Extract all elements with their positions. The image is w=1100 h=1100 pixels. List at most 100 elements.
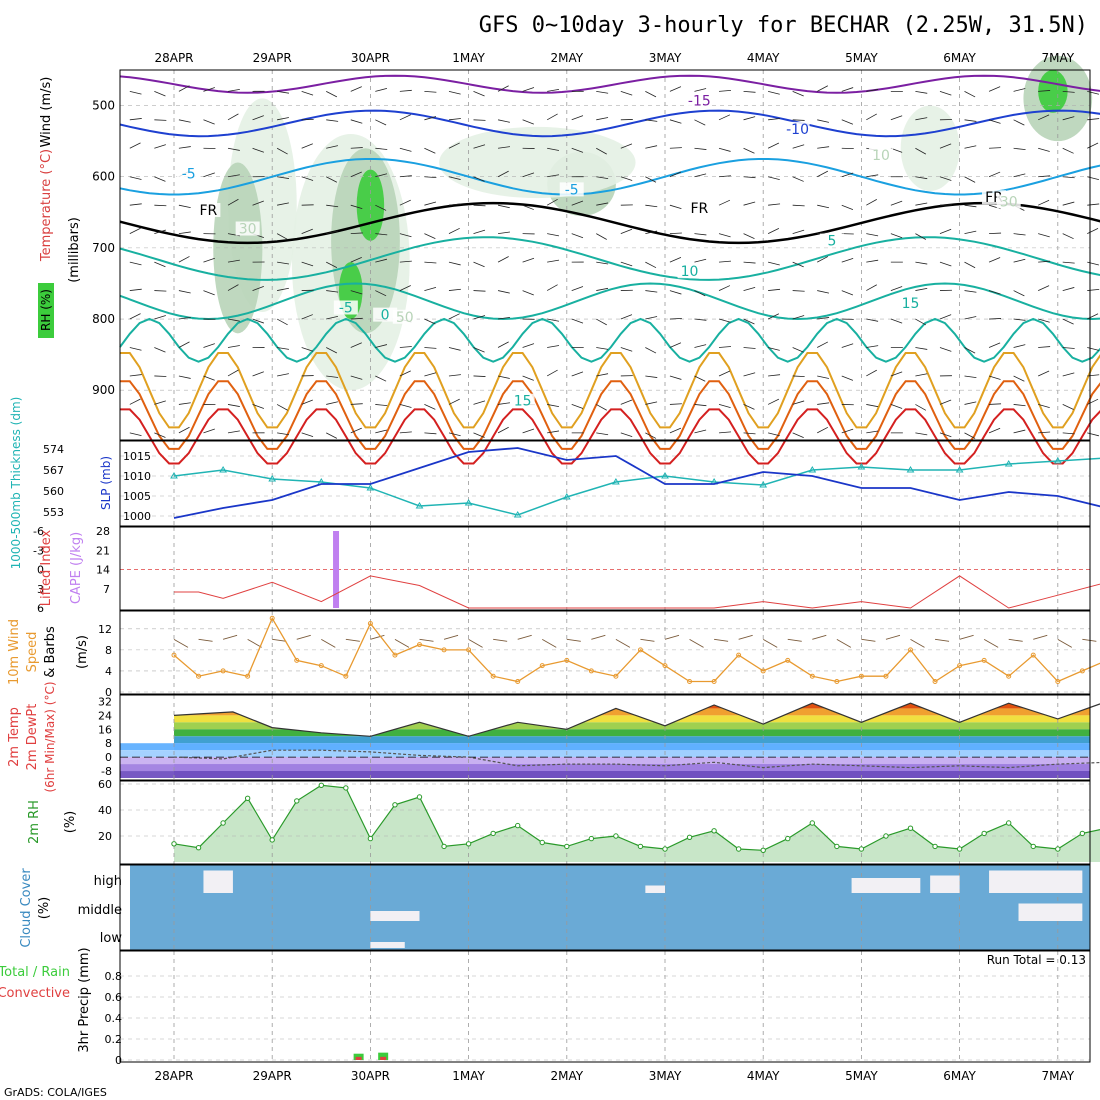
slp-tick-label: 1015 — [123, 450, 151, 463]
upper-wind-barb — [694, 173, 707, 178]
upper-wind-barb — [1037, 370, 1050, 377]
upper-wind-barb — [792, 432, 804, 438]
upper-wind-barb — [694, 318, 707, 321]
upper-wind-barb — [768, 347, 780, 351]
upper-wind-barb — [841, 343, 854, 348]
cloud-level-label: high — [94, 874, 122, 889]
upper-wind-barb — [890, 286, 903, 291]
cloud-cover-cell — [930, 875, 960, 893]
upper-wind-barb — [178, 204, 191, 209]
slp-ylabel: SLP (mb) — [99, 456, 113, 510]
lifted-index-ylabel: Lifted Index — [39, 529, 54, 606]
upper-wind-barb — [718, 89, 732, 92]
upper-wind-barb — [645, 375, 658, 378]
upper-wind-barb — [1013, 147, 1026, 150]
surface-wind-barb — [394, 638, 410, 648]
upper-wind-barb — [841, 257, 854, 263]
upper-wind-barb — [596, 373, 609, 377]
upper-wind-barb — [350, 403, 363, 405]
upper-wind-barb — [424, 404, 436, 410]
upper-wind-barb — [129, 142, 141, 149]
contour-label-bg — [373, 307, 398, 322]
upper-wind-barb — [424, 432, 437, 435]
upper-wind-barb — [276, 404, 288, 411]
upper-wind-barb — [1038, 90, 1051, 92]
surface-wind-barb — [443, 634, 459, 640]
upper-wind-barb — [1087, 142, 1099, 149]
upper-wind-barb — [277, 287, 289, 291]
slp-line — [173, 447, 1100, 519]
upper-wind-barb — [375, 258, 388, 263]
upper-wind-barb — [841, 119, 854, 125]
upper-wind-barb — [620, 176, 633, 181]
rh-marker — [564, 843, 570, 850]
upper-wind-barb — [1062, 90, 1075, 93]
upper-wind-barb — [129, 313, 141, 320]
wind-speed-marker — [490, 673, 496, 679]
upper-wind-barb — [915, 432, 928, 436]
surface-wind-barb — [296, 634, 311, 640]
cold-color-band — [120, 750, 1090, 758]
upper-wind-barb — [547, 88, 560, 92]
rh-marker — [662, 846, 668, 852]
dewpoint-line — [173, 749, 1100, 769]
wind-speed-marker — [269, 615, 275, 621]
wind-speed-marker — [294, 657, 300, 663]
upper-wind-barb — [497, 375, 510, 379]
upper-wind-barb — [178, 290, 191, 294]
upper-wind-barb — [326, 290, 339, 293]
rh-marker — [883, 833, 889, 839]
upper-wind-barb — [154, 229, 166, 235]
upper-wind-barb — [1013, 344, 1026, 348]
upper-wind-barb — [277, 432, 290, 436]
upper-wind-barb — [154, 144, 166, 149]
x-tick-label-bottom: 4MAY — [747, 1069, 780, 1083]
upper-wind-barb — [718, 260, 732, 263]
rh-ylabel-line1: 2m RH — [27, 800, 42, 844]
precip-convective-bar — [380, 1056, 387, 1060]
upper-wind-barb — [277, 261, 290, 265]
wind-ylabel-line3: & Barbs — [43, 626, 58, 678]
wind-tick-label: 8 — [105, 644, 112, 657]
upper-wind-barb — [473, 375, 486, 377]
upper-wind-barb — [964, 375, 977, 378]
rh-marker — [195, 845, 202, 851]
upper-wind-barb — [1038, 233, 1050, 238]
surface-wind-barb — [689, 638, 704, 648]
temperature-contour-30 — [120, 408, 1100, 465]
upper-wind-barb — [1062, 116, 1075, 121]
upper-wind-barb — [989, 403, 1002, 405]
upper-wind-barb — [988, 290, 1001, 295]
upper-wind-barb — [964, 261, 976, 269]
upper-wind-barb — [497, 426, 509, 434]
contour-label-bg — [785, 121, 810, 136]
rh-marker — [785, 835, 791, 842]
upper-wind-barb — [473, 347, 485, 353]
upper-wind-barb — [645, 316, 658, 320]
upper-wind-barb — [350, 147, 363, 149]
thickness-marker — [170, 472, 178, 479]
upper-wind-barb — [964, 347, 976, 354]
upper-wind-barb — [743, 116, 756, 121]
upper-wind-barb — [645, 119, 658, 122]
rh-marker — [318, 782, 324, 788]
upper-wind-barb — [227, 284, 239, 291]
upper-wind-barb — [669, 232, 682, 235]
rh-marker — [490, 830, 496, 837]
rh-marker — [244, 795, 251, 801]
upper-wind-barb — [571, 371, 584, 377]
upper-wind-barb — [1038, 431, 1051, 434]
upper-wind-barb — [989, 232, 1002, 235]
rh-marker — [907, 825, 914, 831]
chart-title: GFS 0~10day 3-hourly for BECHAR (2.25W, … — [479, 13, 1088, 38]
upper-wind-barb — [890, 318, 903, 324]
upper-wind-barb — [767, 142, 780, 149]
upper-wind-barb — [277, 176, 290, 179]
rh-marker — [637, 843, 644, 850]
x-tick-label-top: 28APR — [154, 51, 193, 65]
surface-wind-barb — [615, 638, 631, 648]
upper-wind-barb — [743, 147, 755, 154]
contour-label-bg — [996, 194, 1021, 209]
upper-wind-barb — [1013, 375, 1025, 382]
upper-wind-barb — [448, 347, 461, 351]
